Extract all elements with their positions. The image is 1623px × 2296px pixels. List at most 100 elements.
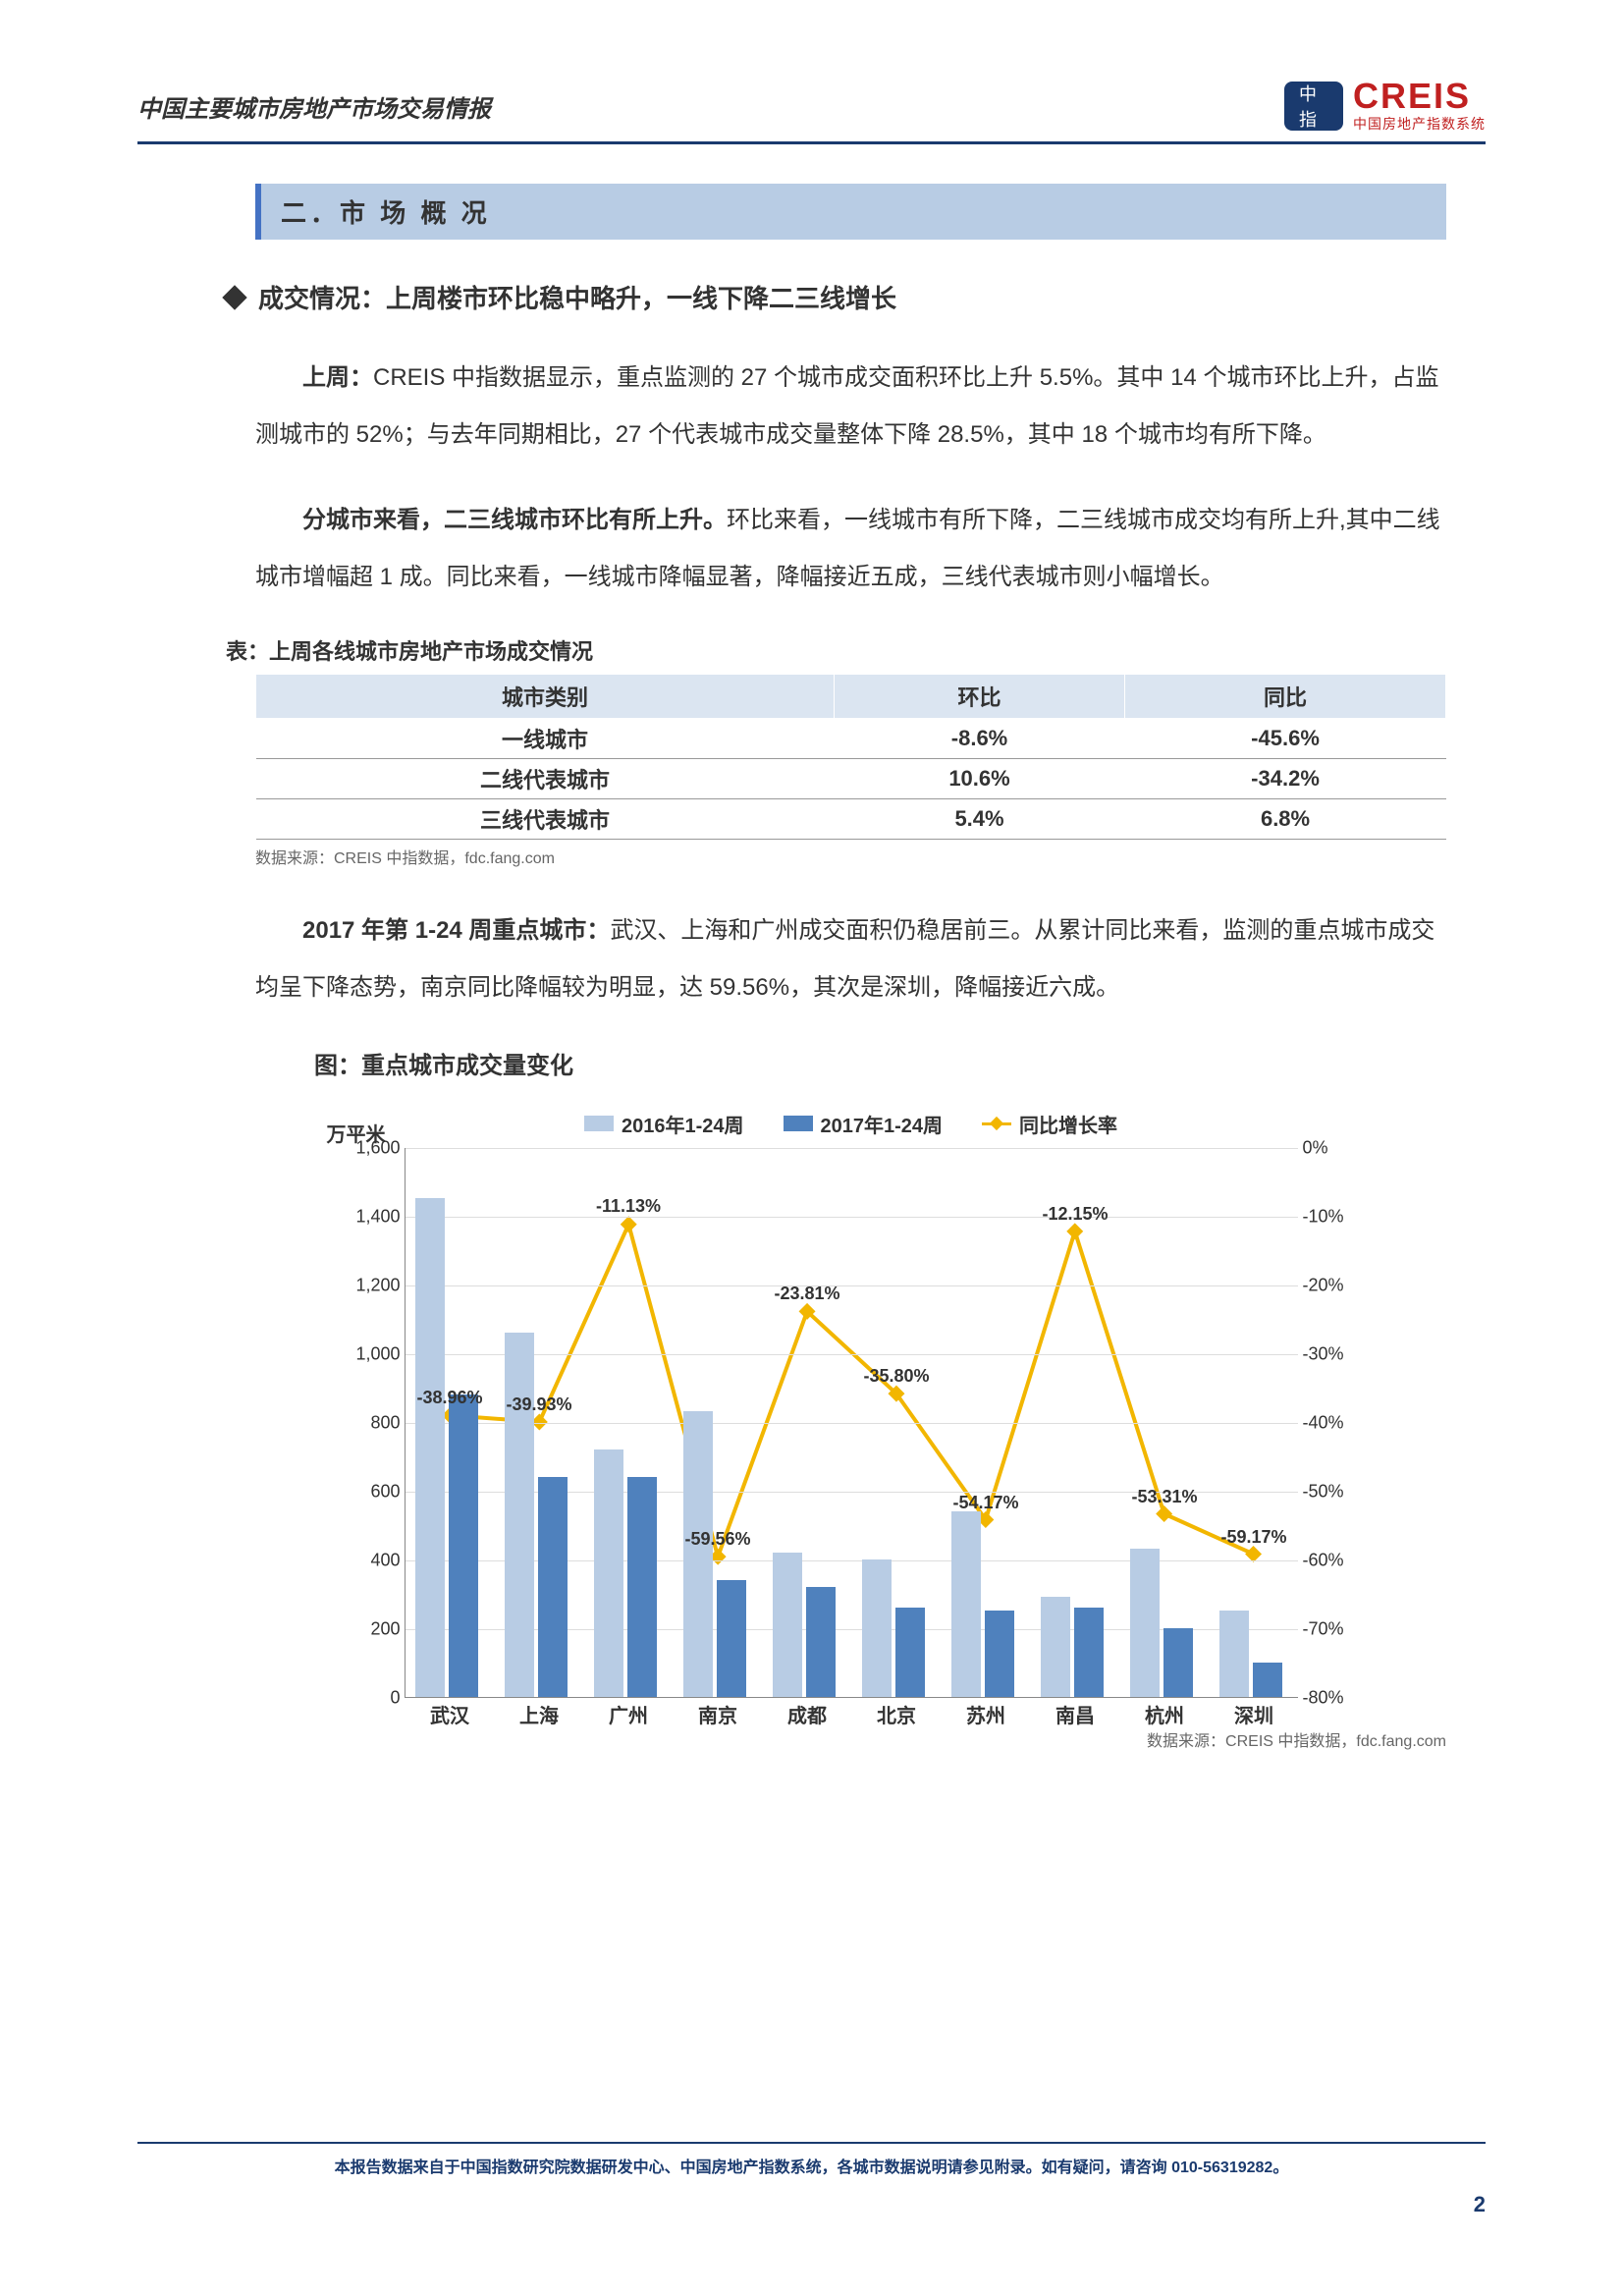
bar-2016 (505, 1333, 534, 1697)
line-marker (888, 1385, 904, 1401)
y-tick-left: 800 (347, 1412, 401, 1433)
logo-main: CREIS (1353, 79, 1486, 114)
bar-group (683, 1411, 746, 1697)
x-label: 南昌 (1055, 1700, 1095, 1728)
y-tick-left: 200 (347, 1618, 401, 1639)
y-tick-right: -10% (1303, 1206, 1357, 1227)
y-tick-left: 600 (347, 1481, 401, 1502)
legend-item-1: 2016年1-24周 (584, 1110, 744, 1138)
table-cell: 10.6% (834, 759, 1124, 799)
y-tick-left: 1,600 (347, 1137, 401, 1158)
table-header-row: 城市类别 环比 同比 (256, 675, 1446, 719)
bullet-line: 成交情况：上周楼市环比稳中略升，一线下降二三线增长 (226, 279, 1446, 315)
y-tick-left: 1,000 (347, 1343, 401, 1364)
paragraph-2: 分城市来看，二三线城市环比有所上升。环比来看，一线城市有所下降，二三线城市成交均… (255, 492, 1446, 605)
y-tick-right: 0% (1303, 1137, 1357, 1158)
swatch-1 (584, 1116, 614, 1131)
legend-label-2: 2017年1-24周 (821, 1110, 944, 1138)
page-number: 2 (137, 2192, 1486, 2217)
bar-2016 (951, 1511, 981, 1697)
x-label: 上海 (519, 1700, 559, 1728)
paragraph-3: 2017 年第 1-24 周重点城市：武汉、上海和广州成交面积仍稳居前三。从累计… (255, 902, 1446, 1015)
content-area: 二．市 场 概 况 成交情况：上周楼市环比稳中略升，一线下降二三线增长 上周：C… (137, 184, 1486, 1751)
bar-group (415, 1198, 478, 1697)
y-tick-right: -40% (1303, 1412, 1357, 1433)
bar-2016 (594, 1449, 623, 1697)
paragraph-1: 上周：CREIS 中指数据显示，重点监测的 27 个城市成交面积环比上升 5.5… (255, 350, 1446, 463)
bar-group (951, 1511, 1014, 1697)
table-cell: -45.6% (1125, 719, 1446, 759)
p3-lead: 2017 年第 1-24 周重点城市： (302, 917, 610, 944)
growth-label: -54.17% (952, 1493, 1018, 1513)
th-0: 城市类别 (256, 675, 835, 719)
table-row: 三线代表城市5.4%6.8% (256, 799, 1446, 840)
line-marker (1156, 1505, 1172, 1522)
th-1: 环比 (834, 675, 1124, 719)
bar-2017 (1074, 1608, 1104, 1697)
bar-group (862, 1559, 925, 1697)
growth-label: -12.15% (1042, 1204, 1108, 1225)
y-tick-left: 0 (347, 1687, 401, 1708)
th-2: 同比 (1125, 675, 1446, 719)
logo-badge-icon (1284, 82, 1343, 131)
x-label: 北京 (877, 1700, 916, 1728)
footer-text: 本报告数据来自于中国指数研究院数据研发中心、中国房地产指数系统，各城市数据说明请… (137, 2142, 1486, 2177)
x-label: 苏州 (966, 1700, 1005, 1728)
y-tick-right: -50% (1303, 1481, 1357, 1502)
bar-2017 (806, 1587, 836, 1697)
table-cell: 6.8% (1125, 799, 1446, 840)
growth-label: -39.93% (506, 1394, 571, 1415)
y-tick-right: -80% (1303, 1687, 1357, 1708)
bar-2017 (985, 1611, 1014, 1697)
line-marker (798, 1302, 815, 1319)
bar-group (1219, 1611, 1282, 1697)
chart-source: 数据来源：CREIS 中指数据，fdc.fang.com (255, 1727, 1446, 1751)
line-marker (620, 1216, 636, 1232)
page-header: 中国主要城市房地产市场交易情报 CREIS 中国房地产指数系统 (137, 79, 1486, 144)
p1-body: CREIS 中指数据显示，重点监测的 27 个城市成交面积环比上升 5.5%。其… (255, 364, 1438, 448)
diamond-icon (222, 285, 246, 309)
x-label: 深圳 (1234, 1700, 1273, 1728)
x-label: 成都 (787, 1700, 827, 1728)
table-cell: 二线代表城市 (256, 759, 835, 799)
growth-label: -53.31% (1131, 1487, 1197, 1507)
y-tick-left: 400 (347, 1550, 401, 1570)
y-tick-right: -30% (1303, 1343, 1357, 1364)
data-table: 城市类别 环比 同比 一线城市-8.6%-45.6%二线代表城市10.6%-34… (255, 674, 1446, 840)
bar-2017 (449, 1394, 478, 1697)
growth-label: -59.56% (684, 1529, 750, 1550)
growth-label: -35.80% (863, 1366, 929, 1387)
x-label: 武汉 (430, 1700, 469, 1728)
y-tick-right: -20% (1303, 1275, 1357, 1295)
p2-lead: 分城市来看，二三线城市环比有所上升。 (302, 507, 727, 533)
x-label: 广州 (609, 1700, 648, 1728)
bar-2017 (1253, 1663, 1282, 1697)
logo-text: CREIS 中国房地产指数系统 (1353, 79, 1486, 134)
table-caption: 表：上周各线城市房地产市场成交情况 (226, 634, 1446, 666)
p1-lead: 上周： (302, 364, 373, 391)
bar-group (505, 1333, 568, 1697)
table-row: 二线代表城市10.6%-34.2% (256, 759, 1446, 799)
table-cell: -34.2% (1125, 759, 1446, 799)
table-cell: 5.4% (834, 799, 1124, 840)
bar-2016 (1130, 1549, 1160, 1697)
growth-label: -23.81% (774, 1284, 839, 1304)
bar-2016 (683, 1411, 713, 1697)
bar-2016 (1041, 1597, 1070, 1697)
bar-group (594, 1449, 657, 1697)
swatch-line (982, 1122, 1011, 1125)
y-tick-left: 1,200 (347, 1275, 401, 1295)
table-row: 一线城市-8.6%-45.6% (256, 719, 1446, 759)
y-tick-right: -70% (1303, 1618, 1357, 1639)
line-marker (1066, 1223, 1083, 1239)
bar-2017 (717, 1580, 746, 1697)
table-source: 数据来源：CREIS 中指数据，fdc.fang.com (255, 845, 1446, 868)
bar-group (1041, 1597, 1104, 1697)
logo-group: CREIS 中国房地产指数系统 (1284, 79, 1486, 134)
report-title: 中国主要城市房地产市场交易情报 (137, 89, 491, 124)
chart-wrap: 2016年1-24周 2017年1-24周 同比增长率 万平米 02004006… (336, 1110, 1367, 1698)
bar-group (1130, 1549, 1193, 1697)
bar-group (773, 1553, 836, 1697)
chart-legend: 2016年1-24周 2017年1-24周 同比增长率 (336, 1110, 1367, 1138)
legend-item-3: 同比增长率 (982, 1110, 1117, 1138)
